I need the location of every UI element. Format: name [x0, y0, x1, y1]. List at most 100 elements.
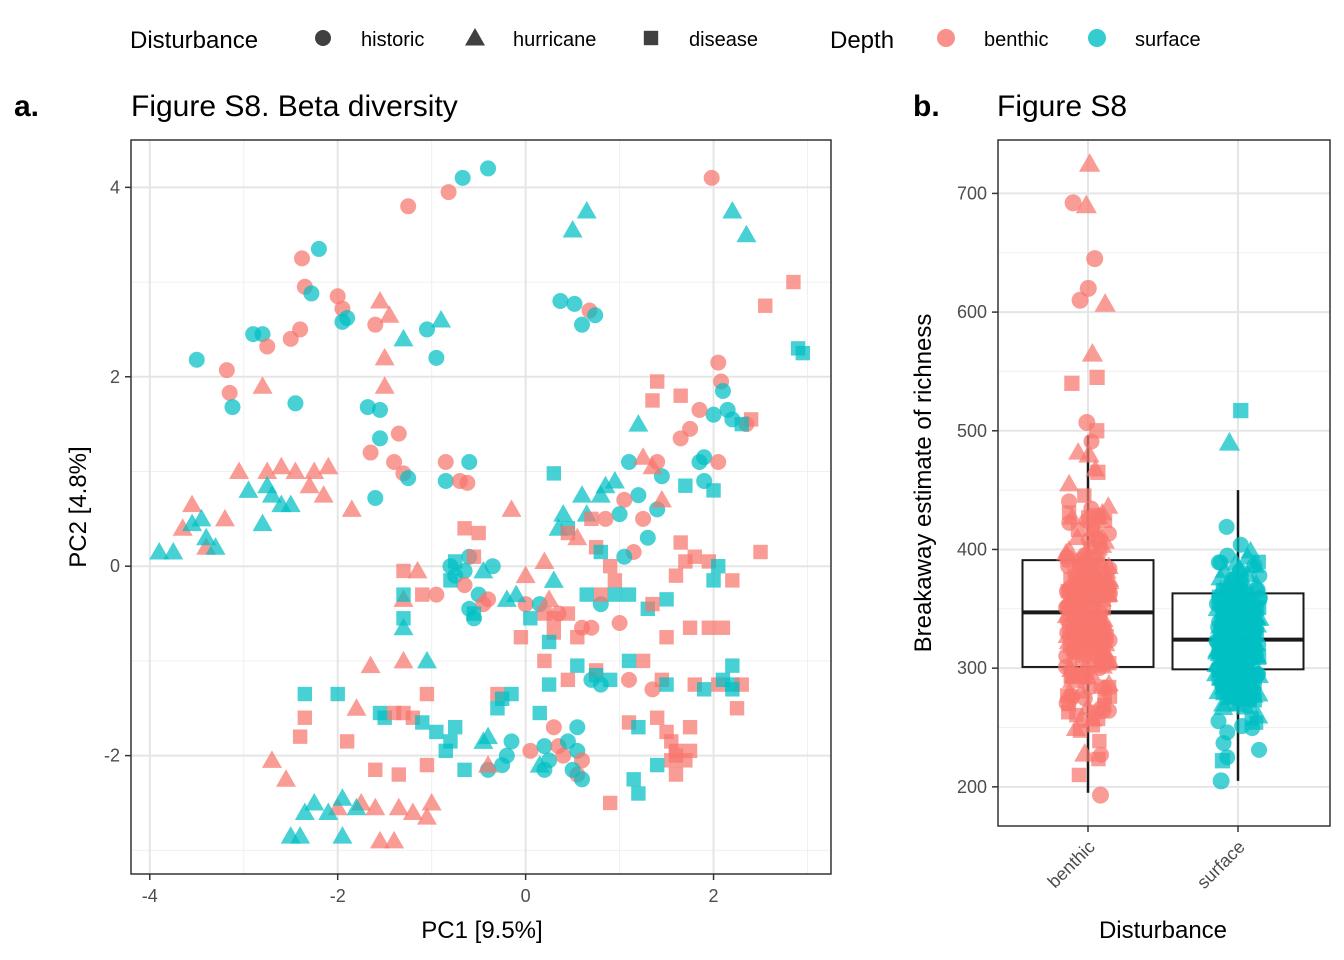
scatter-point	[447, 554, 463, 569]
scatter-point	[221, 384, 238, 401]
y-tick-label: 200	[957, 777, 987, 797]
scatter-point	[386, 454, 403, 471]
scatter-point	[261, 750, 282, 768]
scatter-point	[205, 537, 226, 555]
scatter-point	[341, 499, 362, 517]
scatter-point	[532, 705, 547, 721]
scatter-point	[555, 747, 572, 764]
jitter-point	[1082, 709, 1103, 727]
scatter-point	[691, 454, 708, 471]
scatter-point	[659, 630, 674, 645]
scatter-point	[536, 738, 553, 755]
scatter-point	[374, 376, 395, 394]
scatter-point	[711, 558, 726, 574]
scatter-point	[564, 761, 581, 778]
scatter-point	[574, 316, 591, 333]
jitter-point	[1229, 654, 1250, 673]
scatter-point	[668, 767, 684, 782]
legend-key-disease	[643, 30, 659, 46]
scatter-point	[285, 461, 306, 479]
scatter-point	[645, 596, 660, 612]
jitter-point-extreme	[1086, 250, 1104, 268]
scatter-point	[649, 710, 665, 725]
legend-label-disease: disease	[689, 29, 758, 51]
jitter-point	[1234, 572, 1255, 590]
jitter-point	[1085, 607, 1106, 626]
scatter-point	[339, 734, 355, 749]
panel-a-scatter: -4 -2 0 2 -2 0 2 4	[104, 139, 832, 906]
scatter-point	[388, 797, 409, 816]
jitter-point	[1097, 697, 1112, 713]
scatter-point	[546, 466, 562, 481]
jitter-point	[1065, 642, 1086, 660]
legend-item-historic: historic	[315, 29, 424, 51]
scatter-point	[419, 757, 435, 773]
scatter-point	[402, 802, 423, 820]
scatter-point	[705, 406, 722, 423]
scatter-point	[668, 568, 684, 583]
scatter-point	[294, 250, 311, 267]
scatter-point	[504, 686, 519, 702]
scatter-point	[313, 485, 334, 503]
scatter-point	[466, 549, 482, 564]
scatter-point	[261, 485, 282, 503]
scatter-point	[332, 788, 353, 806]
jitter-point	[1069, 707, 1084, 723]
scatter-point	[602, 558, 618, 574]
scatter-point	[725, 658, 740, 673]
scatter-point	[682, 720, 698, 735]
scatter-point	[710, 354, 727, 371]
scatter-point	[416, 650, 437, 669]
jitter-point	[1093, 679, 1108, 694]
scatter-point	[706, 573, 721, 588]
scatter-point	[560, 606, 576, 621]
scatter-point	[437, 472, 454, 489]
jitter-point	[1078, 638, 1094, 653]
scatter-point	[635, 653, 651, 669]
scatter-point	[687, 549, 702, 564]
jitter-point-extreme	[1064, 194, 1082, 212]
y-tick-label: 700	[957, 183, 987, 203]
scatter-point	[621, 587, 637, 602]
scatter-point	[332, 826, 353, 844]
scatter-point	[390, 425, 407, 442]
scatter-point	[346, 698, 367, 716]
scatter-point	[682, 620, 698, 635]
y-tick-label: 0	[110, 556, 120, 576]
scatter-point	[607, 587, 623, 602]
scatter-point	[418, 321, 435, 338]
scatter-point	[616, 548, 633, 565]
panel-b-xlabel: Disturbance	[1099, 917, 1227, 944]
panel-b-title: Figure S8	[997, 90, 1127, 123]
scatter-point	[454, 169, 471, 186]
scatter-point	[678, 478, 693, 493]
panel-a-background	[131, 140, 831, 874]
jitter-points-surface	[1206, 402, 1270, 790]
scatter-point	[318, 456, 339, 475]
scatter-point	[673, 535, 688, 550]
scatter-point	[703, 169, 720, 186]
jitter-point	[1247, 614, 1268, 633]
scatter-point	[252, 513, 273, 532]
scatter-point	[360, 655, 381, 674]
scatter-point	[484, 558, 501, 575]
scatter-point	[534, 551, 555, 569]
scatter-point	[593, 587, 608, 602]
jitter-point	[1211, 671, 1226, 686]
scatter-point	[457, 521, 472, 536]
jitter-point	[1218, 687, 1239, 706]
scatter-point	[400, 470, 417, 487]
jitter-point	[1088, 620, 1109, 639]
scatter-point	[297, 710, 313, 725]
scatter-point	[471, 525, 486, 541]
scatter-point	[602, 795, 618, 811]
scatter-point	[570, 630, 585, 645]
scatter-point	[368, 762, 383, 778]
jitter-point	[1081, 591, 1096, 607]
scatter-point	[431, 309, 452, 328]
scatter-point	[642, 456, 663, 475]
x-tick-label-benthic: benthic	[1044, 837, 1099, 892]
scatter-point	[447, 720, 463, 735]
scatter-point	[701, 620, 717, 635]
panel-a-ylabel: PC2 [4.8%]	[65, 446, 92, 567]
